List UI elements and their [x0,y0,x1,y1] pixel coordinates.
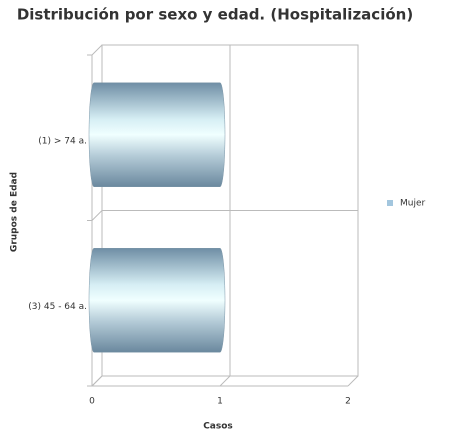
floor-line [219,375,231,387]
x-tick-label: 1 [217,397,223,407]
x-axis-title: Casos [203,422,233,432]
legend-swatch [387,200,393,206]
x-tick-label: 2 [345,397,351,407]
y-tick-label: (1) > 74 a. [38,136,87,146]
y-tick-label: (3) 45 - 64 a. [28,302,87,312]
chart-title: Distribución por sexo y edad. (Hospitali… [17,6,413,24]
floor-line [347,375,359,387]
grid-line [91,210,103,221]
bar [88,248,226,353]
legend-label: Mujer [400,199,426,209]
floor-line [91,375,103,387]
bar [88,82,226,187]
x-tick-label: 0 [89,397,95,407]
y-axis-title: Grupos de Edad [10,172,20,252]
wall-edge [91,44,103,56]
